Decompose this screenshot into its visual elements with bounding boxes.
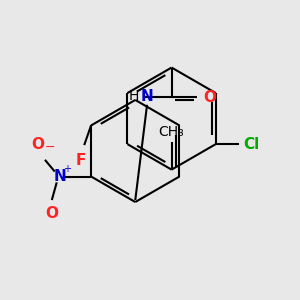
Text: +: + xyxy=(64,164,71,174)
Text: H: H xyxy=(129,89,139,103)
Text: N: N xyxy=(141,88,153,104)
Text: F: F xyxy=(76,153,86,168)
Text: N: N xyxy=(53,169,66,184)
Text: O: O xyxy=(32,137,45,152)
Text: Cl: Cl xyxy=(243,136,260,152)
Text: O: O xyxy=(45,206,58,221)
Text: CH₃: CH₃ xyxy=(159,125,184,139)
Text: O: O xyxy=(203,89,216,104)
Text: −: − xyxy=(45,141,55,154)
